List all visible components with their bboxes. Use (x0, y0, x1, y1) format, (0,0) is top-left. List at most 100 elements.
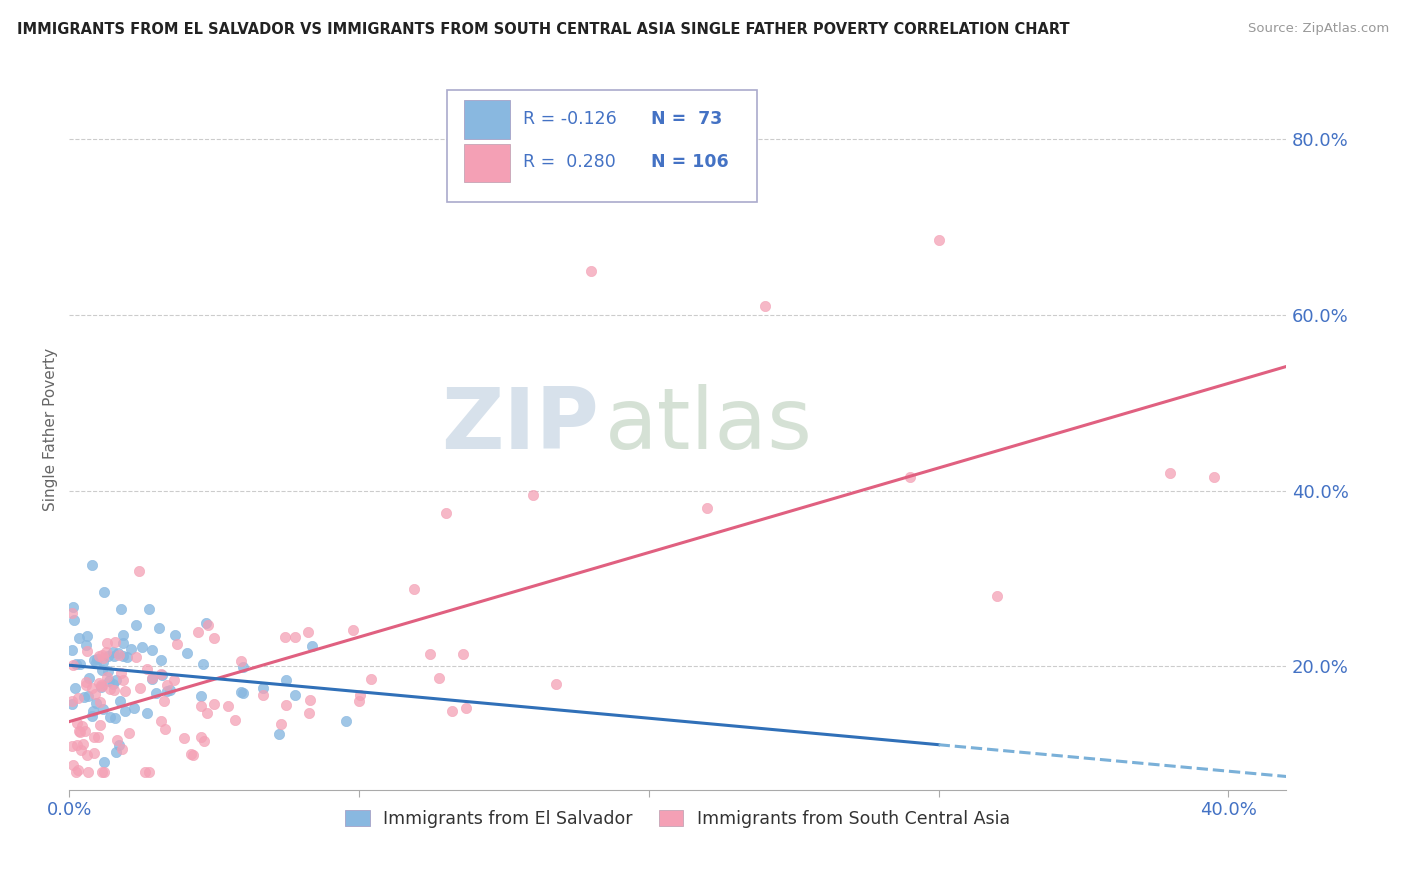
Point (155, 722, 177, 736)
Point (134, 764, 156, 779)
Point (110, 665, 132, 680)
Point (60, 643, 83, 657)
Point (82, 558, 104, 573)
Point (101, 676, 124, 690)
Point (419, 647, 441, 661)
Point (202, 698, 225, 712)
Point (150, 653, 173, 667)
Text: ZIP: ZIP (441, 384, 599, 467)
Point (141, 671, 163, 685)
Point (197, 618, 219, 632)
Point (454, 700, 477, 714)
Point (270, 716, 292, 731)
Point (297, 624, 319, 639)
Point (91, 656, 114, 670)
Point (232, 686, 254, 700)
Point (96, 670, 118, 684)
Point (125, 617, 148, 632)
Point (69, 657, 91, 672)
Point (928, 233, 950, 247)
Point (193, 734, 215, 748)
Point (91, 651, 114, 665)
Point (63, 681, 86, 695)
Point (274, 630, 297, 644)
Point (75, 678, 97, 692)
Point (180, 747, 202, 761)
Point (60, 739, 83, 754)
Point (138, 764, 160, 779)
FancyBboxPatch shape (464, 144, 510, 183)
Point (84, 657, 107, 671)
Point (149, 667, 172, 681)
Point (195, 706, 218, 721)
Point (224, 713, 246, 727)
Text: atlas: atlas (605, 384, 813, 467)
Point (72, 690, 94, 705)
Text: R = -0.126: R = -0.126 (523, 110, 617, 128)
Point (76, 748, 98, 763)
Y-axis label: Single Father Poverty: Single Father Poverty (44, 348, 58, 510)
Point (434, 506, 457, 520)
Point (107, 646, 129, 660)
Point (69, 724, 91, 739)
Point (72, 718, 94, 732)
Point (62, 757, 84, 772)
Point (103, 648, 125, 663)
Point (93, 584, 115, 599)
Point (898, 470, 921, 484)
Point (141, 672, 163, 686)
Point (76, 630, 98, 644)
Text: IMMIGRANTS FROM EL SALVADOR VS IMMIGRANTS FROM SOUTH CENTRAL ASIA SINGLE FATHER : IMMIGRANTS FROM EL SALVADOR VS IMMIGRANT… (17, 22, 1070, 37)
Point (347, 694, 370, 708)
Point (103, 683, 125, 698)
Point (252, 688, 274, 702)
Point (114, 684, 136, 698)
Point (98, 682, 121, 697)
Point (107, 732, 129, 747)
Point (138, 601, 160, 615)
Point (90, 679, 112, 693)
Point (165, 628, 187, 642)
Point (148, 621, 170, 635)
Point (80, 708, 103, 723)
Point (440, 704, 463, 718)
Point (404, 582, 426, 596)
Point (87, 649, 110, 664)
Point (191, 657, 214, 672)
Point (90, 678, 112, 692)
Point (84, 696, 107, 710)
Point (145, 686, 167, 700)
Legend: Immigrants from El Salvador, Immigrants from South Central Asia: Immigrants from El Salvador, Immigrants … (339, 803, 1018, 835)
Point (217, 699, 239, 714)
Point (66, 716, 89, 731)
Point (67, 723, 90, 738)
Point (108, 694, 131, 708)
Point (97, 664, 120, 678)
Point (118, 725, 141, 739)
Point (166, 637, 188, 651)
Point (62, 600, 84, 615)
Point (252, 681, 274, 695)
Point (82, 704, 104, 718)
Point (427, 671, 450, 685)
Point (65, 657, 87, 671)
Point (77, 764, 100, 779)
Point (163, 673, 186, 687)
Point (67, 631, 90, 645)
Point (80, 681, 103, 696)
Point (60, 694, 83, 708)
Point (124, 701, 146, 715)
Point (335, 714, 357, 728)
Point (89, 718, 111, 732)
Point (1159, 466, 1181, 480)
Point (97, 648, 120, 663)
Text: Source: ZipAtlas.com: Source: ZipAtlas.com (1249, 22, 1389, 36)
Point (111, 628, 134, 642)
Point (544, 677, 567, 691)
Point (451, 647, 474, 661)
Point (87, 676, 110, 690)
Point (129, 681, 152, 696)
Point (1202, 470, 1225, 484)
Point (67, 691, 90, 706)
Point (135, 706, 157, 721)
